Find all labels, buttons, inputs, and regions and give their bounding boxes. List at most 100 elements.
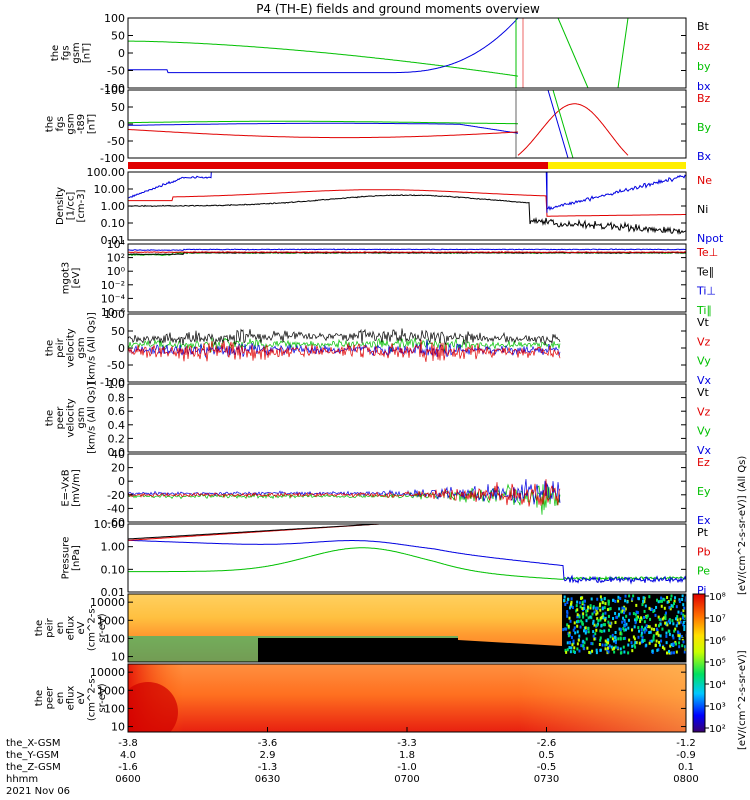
- spectrogram-pixel: [650, 607, 653, 611]
- spectrogram-pixel: [652, 638, 655, 642]
- spectrogram-pixel: [621, 620, 624, 624]
- y-axis-label-line: Pressure: [60, 537, 71, 580]
- y-axis-label-line: [km/s (All Qs)]: [87, 312, 98, 384]
- panel-frame: [127, 171, 687, 241]
- y-tick-label: -100: [100, 82, 125, 95]
- y-axis-label-line: the: [50, 45, 61, 61]
- spectrogram-pixel: [649, 630, 652, 634]
- spectrogram-pixel: [592, 619, 595, 623]
- legend-item: Ey: [697, 485, 711, 498]
- x-tick-label: -3.3: [397, 738, 417, 749]
- y-axis-label: the peer en eflux eV (cm^2-s-sr-eV): [34, 674, 108, 721]
- spectrogram-pixel: [673, 651, 676, 655]
- legend-item: Pt: [697, 526, 709, 539]
- spectrogram-pixel: [660, 599, 663, 603]
- spectrogram-pixel: [645, 616, 648, 620]
- spectrogram-pixel: [619, 629, 622, 633]
- spectrogram-pixel: [640, 631, 643, 635]
- spectrogram-pixel: [586, 646, 589, 650]
- series-pt: [128, 524, 389, 540]
- legend-item: bx: [697, 80, 711, 93]
- spectrogram-pixel: [565, 650, 568, 654]
- spectrogram-pixel: [600, 598, 603, 602]
- spectrogram-pixel: [622, 637, 625, 641]
- spectrogram-pixel: [576, 624, 579, 628]
- spectrogram-pixel: [620, 632, 623, 636]
- spectrogram-pixel: [580, 644, 583, 648]
- y-axis-label-line: [nT]: [87, 114, 98, 134]
- y-axis-label-line: (cm^2-s-: [87, 604, 98, 651]
- spectrogram-pixel: [609, 607, 612, 611]
- spectrogram-pixel: [575, 604, 578, 608]
- y-tick-label: 0.01: [101, 234, 126, 247]
- spectrogram-pixel: [658, 643, 661, 647]
- spectrogram-pixel: [604, 616, 607, 620]
- spectrogram-pixel: [640, 640, 643, 644]
- y-axis-label-line: [1/cc]: [66, 192, 77, 221]
- x-tick-label: 0730: [534, 774, 559, 785]
- spectrogram-pixel: [582, 639, 585, 643]
- panel-frame: [127, 593, 687, 663]
- series-by-swing: [552, 90, 574, 158]
- x-tick-label: -0.5: [537, 762, 557, 773]
- spectrogram-pixel: [583, 599, 586, 603]
- y-axis-label-line: [km/s (All Qs)]: [87, 382, 98, 454]
- spectrogram-pixel: [576, 630, 579, 634]
- spectrogram-pixel: [666, 600, 669, 604]
- x-row-label: the_Y-GSM: [6, 750, 59, 761]
- spectrogram-pixel: [676, 621, 679, 625]
- spectrogram-pixel: [604, 643, 607, 647]
- spectrogram-pixel: [620, 651, 623, 655]
- spectrogram-pixel: [675, 624, 678, 628]
- spectrogram-pixel: [572, 639, 575, 643]
- spectrogram-pixel: [645, 643, 648, 647]
- spectrogram-pixel: [663, 598, 666, 602]
- y-tick-label: 1.00: [101, 541, 126, 554]
- spectrogram-pixel: [678, 621, 681, 625]
- spectrogram-pixel: [630, 641, 633, 645]
- spectrogram-pixel: [633, 643, 636, 647]
- spectrogram-pixel: [676, 618, 679, 622]
- y-tick-label: 100.00: [87, 166, 126, 179]
- spectrogram-pixel: [598, 642, 601, 646]
- spectrogram-pixel: [627, 626, 630, 630]
- spectrogram-pixel: [645, 628, 648, 632]
- y-tick-label: 10⁴: [107, 238, 126, 251]
- spectrogram-pixel: [637, 597, 640, 601]
- spectrogram-pixel: [623, 628, 626, 632]
- spectrogram-pixel: [658, 624, 661, 628]
- series-vt: [128, 328, 561, 346]
- spectrogram-pixel: [579, 596, 582, 600]
- x-tick-label: -1.2: [676, 738, 696, 749]
- spectrogram-pixel: [637, 626, 640, 630]
- spectrogram-pixel: [607, 628, 610, 632]
- spectrogram-pixel: [678, 645, 681, 649]
- spectrogram-pixel: [566, 623, 569, 627]
- spectrogram-pixel: [614, 599, 617, 603]
- spectrogram-pixel: [657, 615, 660, 619]
- spectrogram-pixel: [652, 609, 655, 613]
- y-axis-label-line: velocity: [66, 398, 77, 437]
- y-tick-label: 0: [118, 475, 125, 488]
- colorbar-tick-label: 10⁵: [709, 658, 726, 669]
- spectrogram-pixel: [599, 636, 602, 640]
- spectrogram-pixel: [632, 594, 635, 598]
- spectrogram-pixel: [663, 616, 666, 620]
- legend-item: Vt: [697, 316, 710, 329]
- spectrogram-pixel: [682, 640, 685, 644]
- x-tick-label: 0600: [115, 774, 140, 785]
- legend-item: Vt: [697, 386, 710, 399]
- series-ti-perp: [128, 248, 686, 252]
- spectrogram-dark-region: [258, 638, 458, 662]
- spectrogram-pixel: [662, 597, 665, 601]
- y-axis-label: E=-VxB [mV/m]: [60, 469, 82, 507]
- y-tick-label: 100: [104, 84, 125, 97]
- panel-density: 100.00 10.00 1.00 0.10 0.01 Density [1/cc] [cm-…: [55, 166, 724, 247]
- spectrogram-pixel: [569, 650, 572, 654]
- spectrogram-pixel: [665, 651, 668, 655]
- spectrogram-pixel: [635, 617, 638, 621]
- spectrogram-pixel: [587, 626, 590, 630]
- legend-item: Ex: [697, 514, 711, 527]
- spectrogram-pixel: [612, 598, 615, 602]
- spectrogram-pixel: [577, 619, 580, 623]
